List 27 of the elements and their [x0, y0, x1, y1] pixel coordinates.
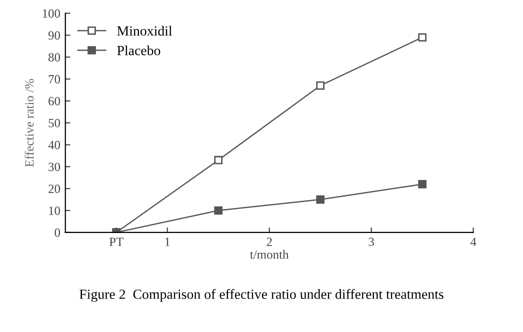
y-tick-label: 20 — [48, 184, 60, 194]
point — [418, 180, 426, 188]
point — [316, 195, 325, 204]
point — [214, 156, 223, 164]
x-axis-title: t/month — [250, 250, 289, 259]
y-axis-title: Effective ratio /% — [24, 78, 34, 167]
y-tick-label: 10 — [49, 206, 60, 215]
y-tick-label: 50 — [48, 118, 60, 128]
legend-label: Placebo — [117, 45, 160, 56]
x-tick-label: 4 — [470, 238, 476, 246]
y-tick-label: 70 — [48, 75, 60, 84]
point — [418, 33, 426, 42]
y-tick-label: 80 — [48, 53, 60, 62]
y-tick-label: 90 — [48, 31, 60, 40]
legend-label: Minoxidil — [117, 26, 172, 36]
point — [214, 206, 223, 215]
caption: Figure 2 Comparison of effective ratio under different treatments — [80, 289, 444, 302]
x-tick-label: 3 — [368, 238, 374, 246]
point — [316, 81, 325, 90]
y-tick-label: 40 — [48, 140, 60, 150]
y-tick-label: 30 — [48, 162, 60, 172]
x-tick-label: 2 — [266, 238, 272, 246]
y-tick-label: 60 — [48, 96, 60, 106]
y-tick-label: 0 — [54, 228, 60, 237]
y-tick-label: 100 — [42, 9, 60, 18]
x-tick-label: 1 — [165, 238, 170, 246]
x-tick-label: PT — [109, 238, 124, 246]
